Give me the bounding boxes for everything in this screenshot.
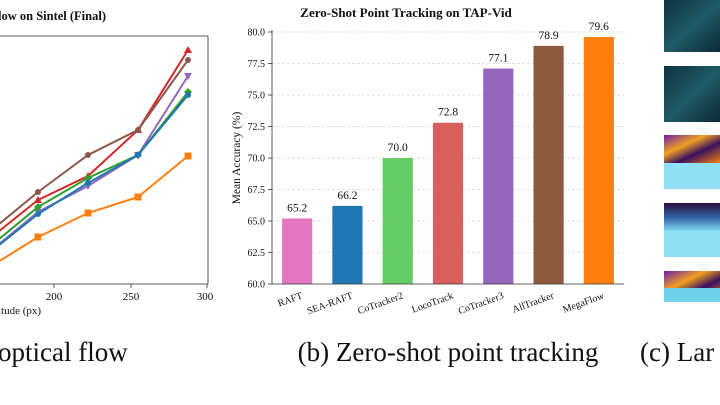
y-tick-label: 62.5 [248,248,266,259]
middle-caption: (b) Zero-shot point tracking [298,337,599,367]
left-x-tick-label: 250 [123,291,140,303]
left-series-marker [35,211,41,217]
left-series-marker [135,152,141,158]
bars [282,37,614,284]
y-tick-label: 72.5 [248,122,266,133]
y-axis-ticks: 60.0 62.5 65.0 67.5 70.0 72.5 75.0 77.5 80.0 [248,28,272,291]
x-tick-label: CoTracker2 [356,290,404,317]
left-series-marker [134,193,142,201]
x-axis-labels: RAFT SEA-RAFT CoTracker2 LocoTrack CoTracker… [276,290,606,317]
bar-cotracker3 [483,68,514,284]
left-series-marker [84,174,92,182]
middle-panel: Zero-Shot Point Tracking on TAP-Vid 60.0… [231,5,624,367]
y-tick-label: 60.0 [248,280,266,291]
left-series-marker [184,152,192,160]
x-tick-label: AllTracker [511,290,556,315]
left-series-marker [85,152,91,158]
bar-value-label: 78.9 [539,30,559,42]
thumbnail-depth [664,288,720,302]
thumbnail-depth [664,163,720,189]
thumbnail-depth [664,231,720,257]
bar-sea-raft [332,205,363,284]
y-tick-label: 80.0 [248,28,266,39]
left-caption: optical flow [0,337,128,367]
left-series-marker [84,209,92,217]
bar-raft [282,218,313,284]
x-tick-label: CoTracker3 [457,290,505,317]
bar-value-label: 72.8 [438,107,458,119]
bar-value-labels: 65.2 66.2 70.0 72.8 77.1 78.9 79.6 [287,21,609,214]
bar-cotracker2 [382,158,413,284]
thumbnail-flow [664,135,720,163]
x-tick-label: SEA-RAFT [306,290,355,317]
left-x-tick-label: 300 [197,291,214,303]
left-panel-title: low on Sintel (Final) [0,9,106,23]
bar-value-label: 65.2 [287,202,307,214]
thumbnail-image [664,66,720,122]
left-x-tick-label: 200 [46,291,63,303]
x-tick-label: LocoTrack [410,290,455,315]
x-tick-label: MegaFlow [561,290,606,315]
x-tick-label: RAFT [276,290,304,309]
bar-value-label: 66.2 [337,190,357,202]
y-tick-label: 75.0 [248,91,266,102]
left-series-marker [184,73,192,80]
left-series-marker [184,46,192,53]
left-series-marker [135,127,141,133]
right-panel: (c) Lar [640,0,720,367]
y-tick-label: 67.5 [248,185,266,196]
thumbnail-flow [664,203,720,231]
chart-title: Zero-Shot Point Tracking on TAP-Vid [300,5,512,20]
y-axis-label: Mean Accuracy (%) [231,112,243,205]
left-series-marker [185,92,191,98]
bar-value-label: 77.1 [488,53,508,65]
y-tick-label: 70.0 [248,154,266,165]
left-x-ticks: 200 250 300 [46,284,214,303]
thumbnail-image [664,0,720,52]
left-series-marker [34,203,42,211]
left-series-marker [34,196,42,203]
bar-locotrack [432,122,464,284]
left-series-marker [35,189,41,195]
bar-value-label: 79.6 [589,21,609,33]
left-series-marker [185,57,191,63]
bar-alltracker [533,45,564,284]
left-series-marker [85,180,91,186]
bar-megaflow [583,37,614,284]
bar-value-label: 70.0 [388,142,408,154]
y-tick-label: 77.5 [248,59,266,70]
left-series-lines [0,46,192,262]
left-x-axis-label: itude (px) [0,305,41,317]
y-tick-label: 65.0 [248,217,266,228]
right-caption: (c) Lar [640,337,714,367]
left-series-marker [34,233,42,241]
left-panel: low on Sintel (Final) 200 250 300 itude … [0,9,214,367]
